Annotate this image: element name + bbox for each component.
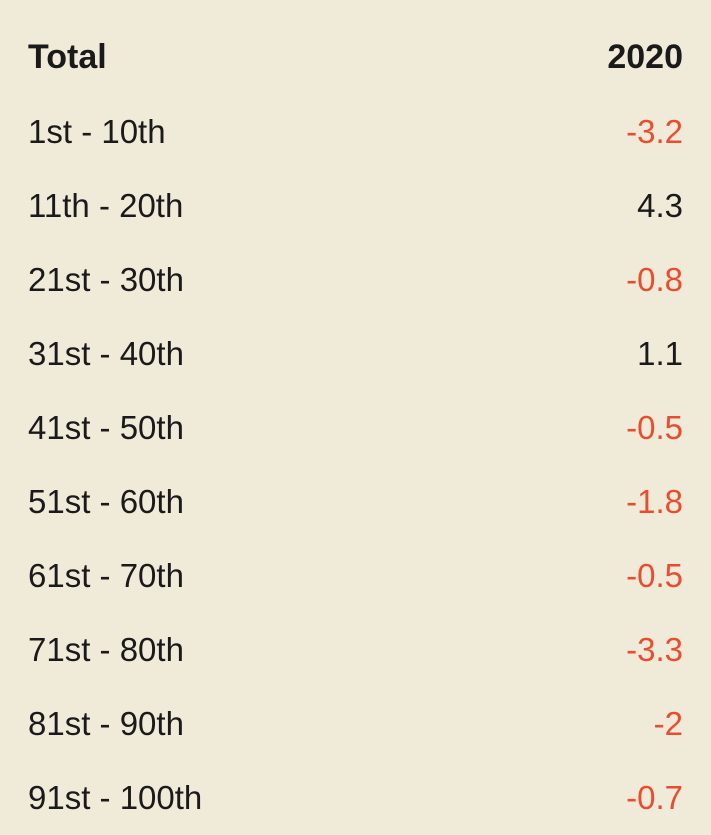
row-label: 11th - 20th [28, 187, 183, 225]
row-value: -1.8 [626, 483, 683, 521]
table-header-row: Total 2020 [28, 20, 683, 95]
row-value: -0.5 [626, 409, 683, 447]
row-value: 4.3 [637, 187, 683, 225]
table-row: 31st - 40th 1.1 [28, 317, 683, 391]
table-row: 1st - 10th -3.2 [28, 95, 683, 169]
table-row: 11th - 20th 4.3 [28, 169, 683, 243]
row-value: -3.2 [626, 113, 683, 151]
row-label: 71st - 80th [28, 631, 184, 669]
row-label: 41st - 50th [28, 409, 184, 447]
row-value: -2 [654, 705, 683, 743]
row-value: 1.1 [637, 335, 683, 373]
table-row: 41st - 50th -0.5 [28, 391, 683, 465]
row-label: 91st - 100th [28, 779, 202, 817]
table-row: 21st - 30th -0.8 [28, 243, 683, 317]
row-label: 21st - 30th [28, 261, 184, 299]
table-row: 81st - 90th -2 [28, 687, 683, 761]
column-header-year: 2020 [607, 38, 683, 77]
column-header-total: Total [28, 38, 107, 77]
row-value: -0.5 [626, 557, 683, 595]
row-label: 1st - 10th [28, 113, 166, 151]
row-value: -0.7 [626, 779, 683, 817]
row-value: -0.8 [626, 261, 683, 299]
table-row: 61st - 70th -0.5 [28, 539, 683, 613]
table-body: 1st - 10th -3.2 11th - 20th 4.3 21st - 30th -… [28, 95, 683, 835]
row-label: 31st - 40th [28, 335, 184, 373]
table-row: 71st - 80th -3.3 [28, 613, 683, 687]
row-label: 51st - 60th [28, 483, 184, 521]
table-row: 51st - 60th -1.8 [28, 465, 683, 539]
row-label: 61st - 70th [28, 557, 184, 595]
table-row: 91st - 100th -0.7 [28, 761, 683, 835]
data-table: Total 2020 1st - 10th -3.2 11th - 20th 4.3 2… [28, 20, 683, 835]
row-label: 81st - 90th [28, 705, 184, 743]
row-value: -3.3 [626, 631, 683, 669]
